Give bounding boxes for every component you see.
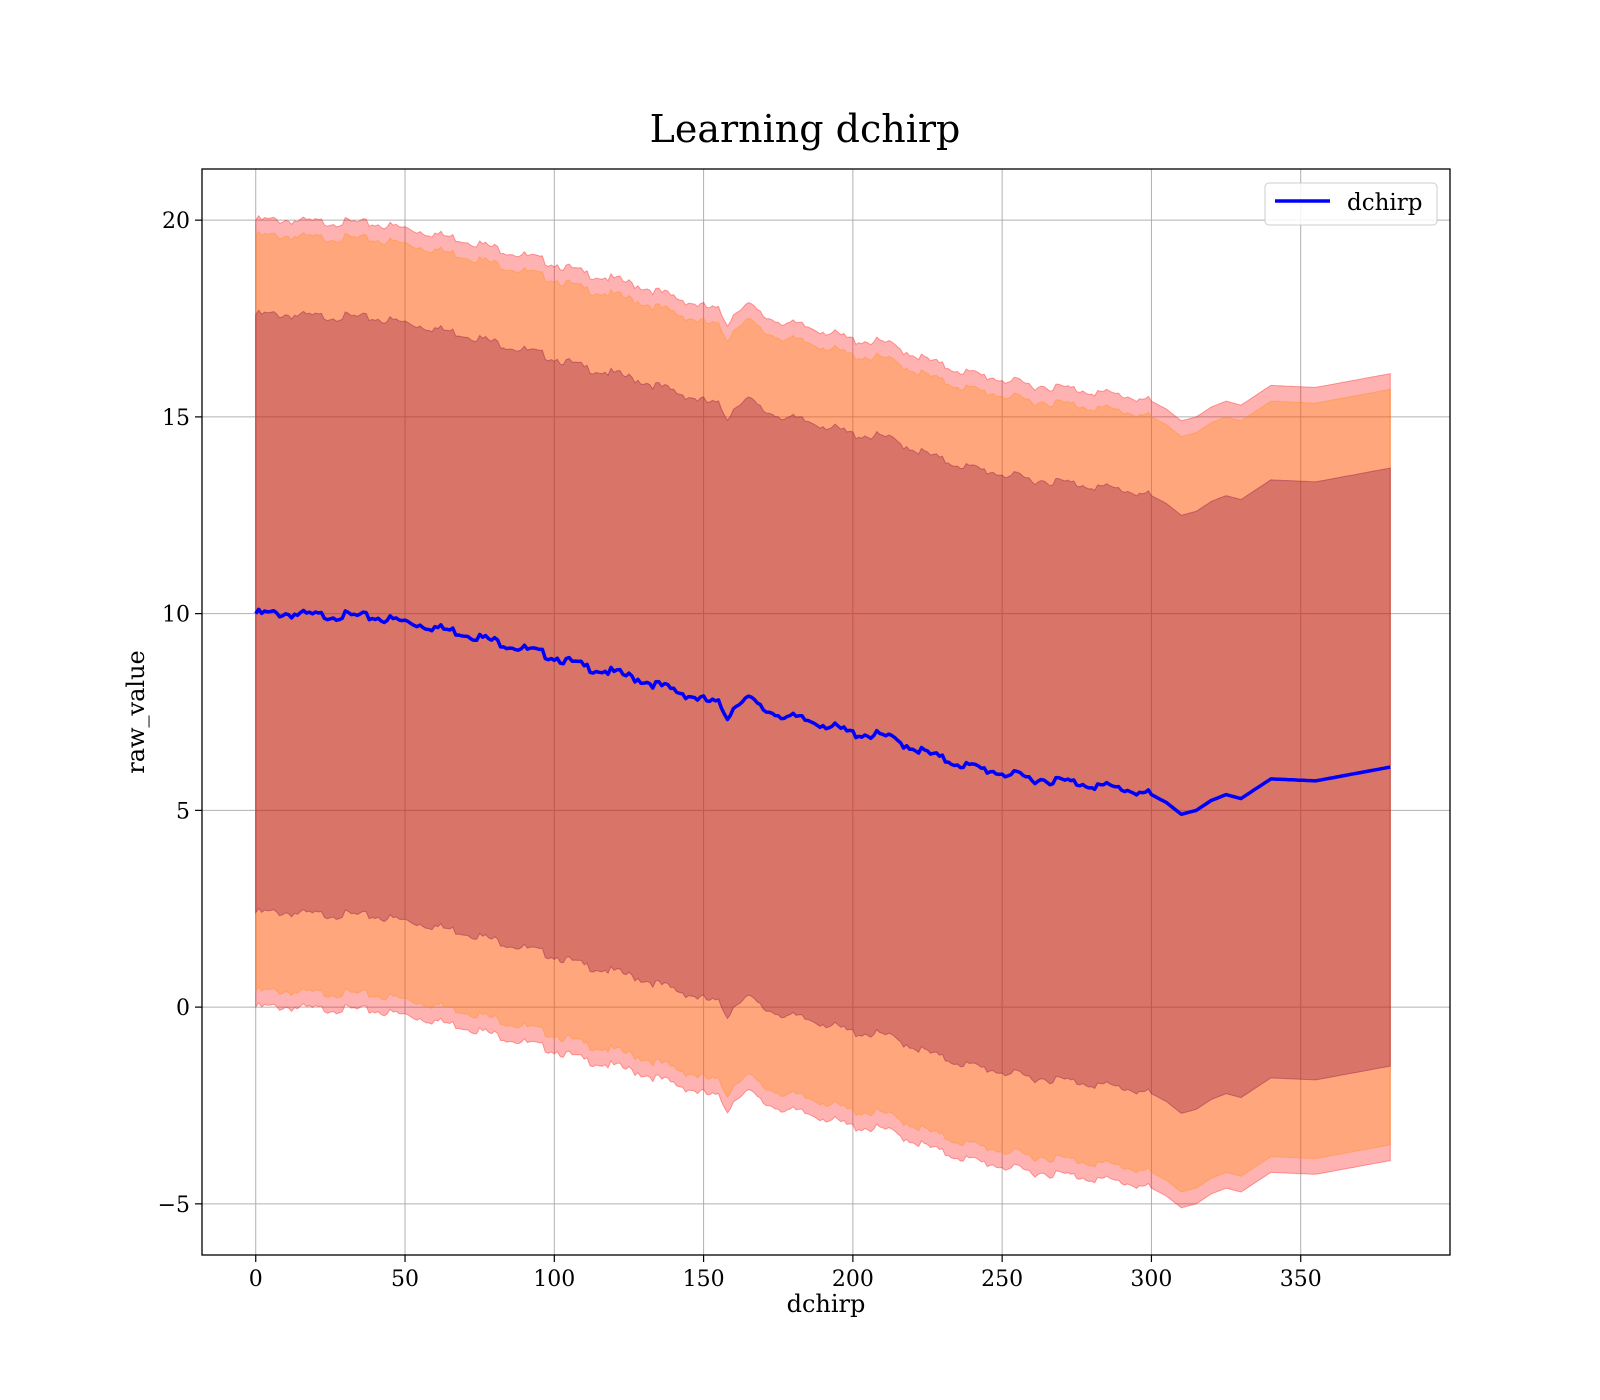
x-tick-label: 250: [981, 1267, 1023, 1292]
series-line-dchirp: [254, 607, 1391, 817]
confidence-bands: [255, 214, 1391, 1209]
x-tick-label: 200: [832, 1267, 874, 1292]
series-lines: [254, 607, 1391, 817]
band-inner-band: [255, 309, 1391, 1114]
plot-frame: [201, 168, 1451, 1256]
y-axis-ticks: −5 0 5 10 15 20: [158, 209, 202, 1218]
legend: dchirp: [1264, 182, 1438, 226]
x-tick-label: 300: [1130, 1267, 1172, 1292]
x-tick-label: 150: [683, 1267, 725, 1292]
x-tick-label: 50: [391, 1267, 419, 1292]
x-axis-ticks: 0 50 100 150 200 250 300 350: [249, 1255, 1322, 1292]
band-middle-band: [255, 230, 1391, 1193]
band-outer-band: [255, 214, 1391, 1209]
x-tick-label: 100: [533, 1267, 575, 1292]
legend-label-dchirp: dchirp: [1347, 190, 1423, 216]
y-tick-label: 0: [176, 996, 190, 1021]
legend-box: [1264, 182, 1438, 226]
x-tick-label: 0: [249, 1267, 263, 1292]
x-tick-label: 350: [1280, 1267, 1322, 1292]
grid: [202, 169, 1450, 1255]
y-tick-label: 10: [162, 603, 190, 628]
y-tick-label: 15: [162, 406, 190, 431]
y-tick-label: 5: [176, 799, 190, 824]
y-tick-label: 20: [162, 209, 190, 234]
chart-title: Learning dchirp: [650, 107, 961, 151]
y-axis-label: raw_value: [122, 650, 150, 774]
x-axis-label: dchirp: [787, 1290, 866, 1318]
y-tick-label: −5: [158, 1193, 190, 1218]
